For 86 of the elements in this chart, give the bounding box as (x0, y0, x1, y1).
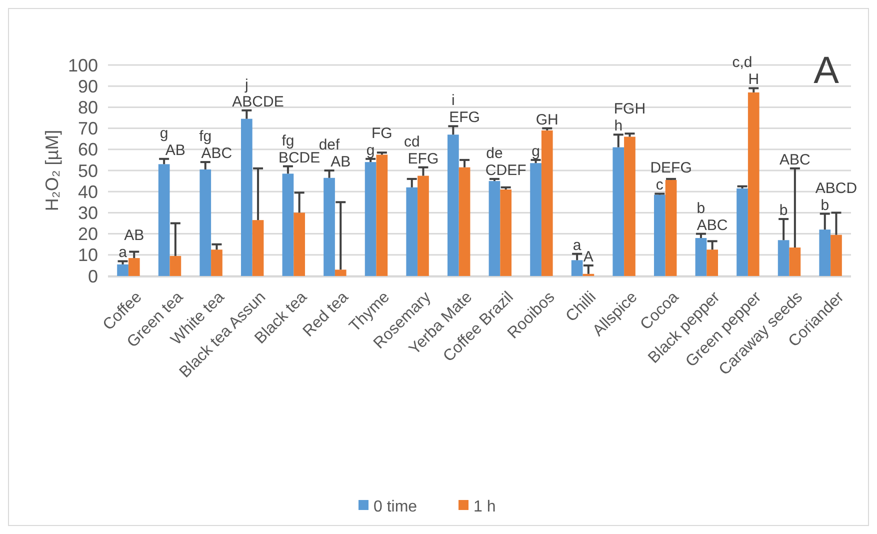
annotation: de (486, 144, 503, 162)
annotation: DEFG (650, 160, 692, 177)
annotation: AB (165, 142, 186, 159)
y-tick-label: 30 (78, 203, 98, 223)
annotation: g (366, 142, 375, 159)
annotation: GH (536, 111, 558, 128)
bar (334, 270, 346, 276)
bar (117, 264, 128, 276)
bar (128, 258, 140, 276)
annotation: def (318, 136, 341, 154)
legend-label: 0 time (374, 498, 418, 516)
annotation: ABC (201, 145, 232, 162)
annotation: fg (282, 132, 294, 150)
bar (819, 230, 831, 276)
annotation: AB (330, 154, 351, 170)
annotation: cd (404, 133, 420, 150)
bar (830, 234, 842, 276)
y-tick-label: 50 (78, 160, 98, 181)
y-tick-label: 60 (78, 140, 98, 160)
annotation: a (572, 236, 582, 254)
y-tick-label: 90 (78, 76, 98, 96)
annotation: AB (124, 227, 144, 244)
y-tick-label: 20 (78, 224, 98, 244)
bar (571, 260, 583, 276)
annotation: EFG (449, 109, 480, 126)
y-tick-label: 70 (78, 118, 98, 139)
bar (376, 154, 388, 276)
annotation: j (244, 76, 248, 94)
bar (418, 176, 429, 276)
bar (324, 178, 335, 276)
annotation: ABCD (815, 180, 858, 197)
bar (240, 118, 252, 276)
bar (748, 92, 760, 276)
annotation: b (820, 196, 830, 214)
annotation: b (779, 202, 788, 220)
annotation: c (656, 176, 664, 194)
annotation: b (696, 200, 706, 217)
annotation: H (748, 71, 760, 88)
bar (458, 167, 470, 276)
annotation: FG (372, 124, 392, 142)
annotation: fg (199, 128, 212, 146)
bar (736, 188, 748, 276)
bar (282, 174, 294, 276)
bar (488, 181, 500, 276)
annotation: i (452, 92, 455, 110)
bar (211, 250, 222, 276)
bar (541, 130, 553, 276)
annotation: CDEF (485, 162, 526, 179)
y-tick-label: 40 (78, 182, 98, 202)
annotation: g (160, 124, 168, 142)
bar (447, 134, 459, 276)
bar (252, 220, 264, 276)
bar (364, 162, 376, 276)
y-tick-label: 80 (78, 98, 98, 118)
annotation: EFG (408, 150, 439, 168)
annotation: ABCDE (232, 93, 284, 110)
bar (789, 248, 801, 276)
legend-label: 1 h (474, 498, 496, 516)
bar (624, 136, 636, 276)
y-tick-label: 100 (68, 55, 98, 76)
annotation: A (814, 50, 840, 92)
y-tick-label: 10 (78, 245, 98, 266)
annotation: ABC (780, 151, 811, 168)
bar (200, 169, 212, 276)
bar (158, 164, 170, 276)
annotation: FGH (614, 100, 646, 118)
bar (500, 189, 512, 276)
annotation: ABC (696, 216, 728, 234)
annotation: c,d (732, 54, 752, 72)
bar (665, 180, 677, 276)
y-axis-title: H₂O₂ [µM] (42, 130, 62, 212)
y-tick-label: 0 (88, 266, 98, 286)
bar (530, 163, 542, 276)
bar (706, 250, 718, 276)
bar (294, 212, 306, 276)
annotation: A (583, 248, 594, 266)
bar (778, 240, 790, 276)
bar (170, 256, 182, 276)
annotation: BCDE (278, 149, 320, 166)
annotation: g (532, 142, 540, 160)
bar (406, 187, 418, 276)
bar (612, 147, 624, 276)
bar (654, 194, 666, 276)
bar (695, 238, 707, 276)
annotation: a (118, 244, 128, 262)
annotation: h (614, 118, 623, 135)
